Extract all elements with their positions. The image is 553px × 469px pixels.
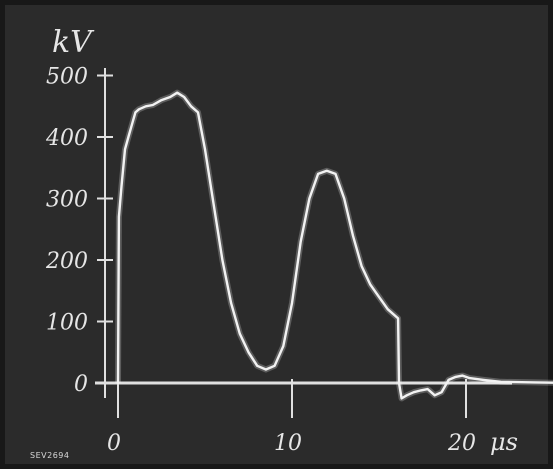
x-tick-label: 0: [107, 431, 121, 456]
y-tick-label: 200: [45, 249, 88, 274]
voltage-trace: [116, 91, 553, 400]
x-axis-ticks: 0102030: [107, 379, 476, 456]
x-tick-label: 10: [274, 431, 302, 456]
x-unit-label: μs: [490, 428, 518, 456]
plate-code: SEV2694: [30, 451, 69, 460]
y-tick-label: 300: [46, 188, 88, 213]
y-tick-label: 0: [74, 372, 88, 397]
x-tick-label: 20: [447, 431, 476, 456]
y-tick-label: 400: [45, 126, 88, 151]
y-axis-ticks: 0 100 200 300 400 500: [45, 65, 113, 397]
y-unit-label: kV: [52, 25, 95, 60]
y-tick-label: 500: [46, 65, 88, 90]
y-tick-label: 100: [46, 311, 88, 336]
